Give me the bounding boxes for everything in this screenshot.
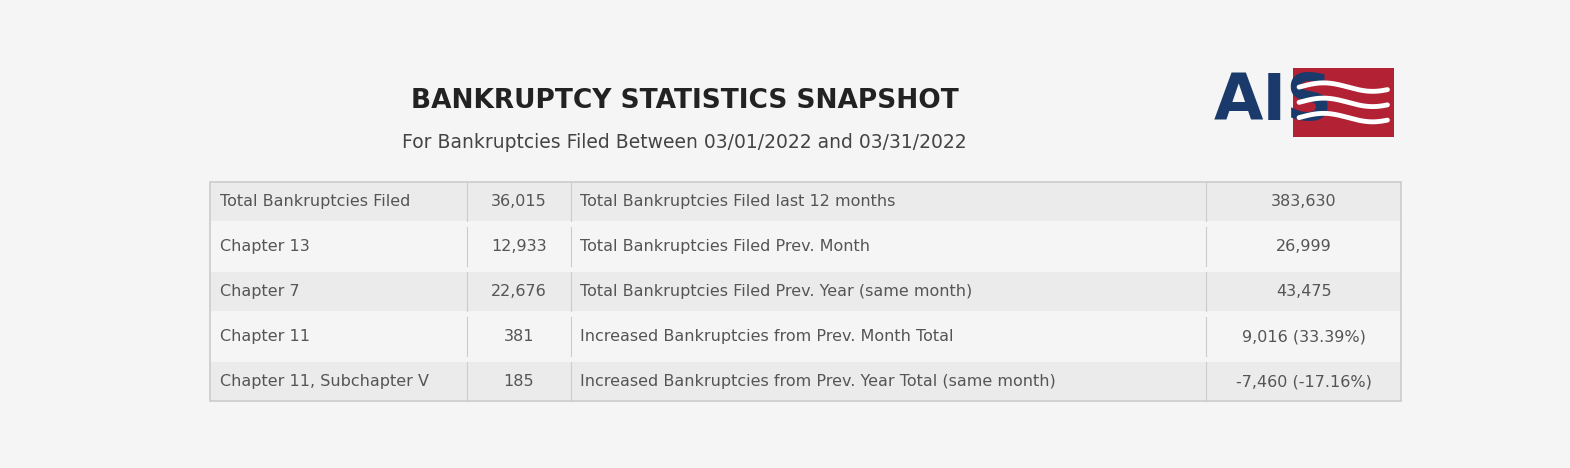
Text: 43,475: 43,475 [1276,284,1331,299]
Text: -7,460 (-17.16%): -7,460 (-17.16%) [1236,374,1372,389]
Text: Chapter 7: Chapter 7 [220,284,300,299]
Text: Chapter 11, Subchapter V: Chapter 11, Subchapter V [220,374,429,389]
FancyBboxPatch shape [210,272,1402,311]
Text: Total Bankruptcies Filed last 12 months: Total Bankruptcies Filed last 12 months [579,194,895,209]
Text: Total Bankruptcies Filed Prev. Month: Total Bankruptcies Filed Prev. Month [579,239,870,254]
Text: 381: 381 [504,329,534,344]
Text: BANKRUPTCY STATISTICS SNAPSHOT: BANKRUPTCY STATISTICS SNAPSHOT [411,88,958,115]
FancyBboxPatch shape [210,182,1402,220]
Text: For Bankruptcies Filed Between 03/01/2022 and 03/31/2022: For Bankruptcies Filed Between 03/01/202… [402,133,967,152]
Text: Chapter 11: Chapter 11 [220,329,309,344]
Text: Total Bankruptcies Filed Prev. Year (same month): Total Bankruptcies Filed Prev. Year (sam… [579,284,972,299]
FancyBboxPatch shape [210,362,1402,401]
FancyBboxPatch shape [210,317,1402,356]
Text: 185: 185 [504,374,534,389]
Text: 9,016 (33.39%): 9,016 (33.39%) [1242,329,1366,344]
Text: 22,676: 22,676 [491,284,546,299]
Text: 26,999: 26,999 [1276,239,1331,254]
Text: Total Bankruptcies Filed: Total Bankruptcies Filed [220,194,410,209]
Text: 383,630: 383,630 [1270,194,1336,209]
Text: Increased Bankruptcies from Prev. Year Total (same month): Increased Bankruptcies from Prev. Year T… [579,374,1055,389]
Text: Chapter 13: Chapter 13 [220,239,309,254]
Text: 12,933: 12,933 [491,239,546,254]
FancyBboxPatch shape [210,227,1402,266]
FancyBboxPatch shape [1292,68,1394,137]
Text: 36,015: 36,015 [491,194,546,209]
Text: AIS: AIS [1214,71,1333,133]
Text: Increased Bankruptcies from Prev. Month Total: Increased Bankruptcies from Prev. Month … [579,329,953,344]
